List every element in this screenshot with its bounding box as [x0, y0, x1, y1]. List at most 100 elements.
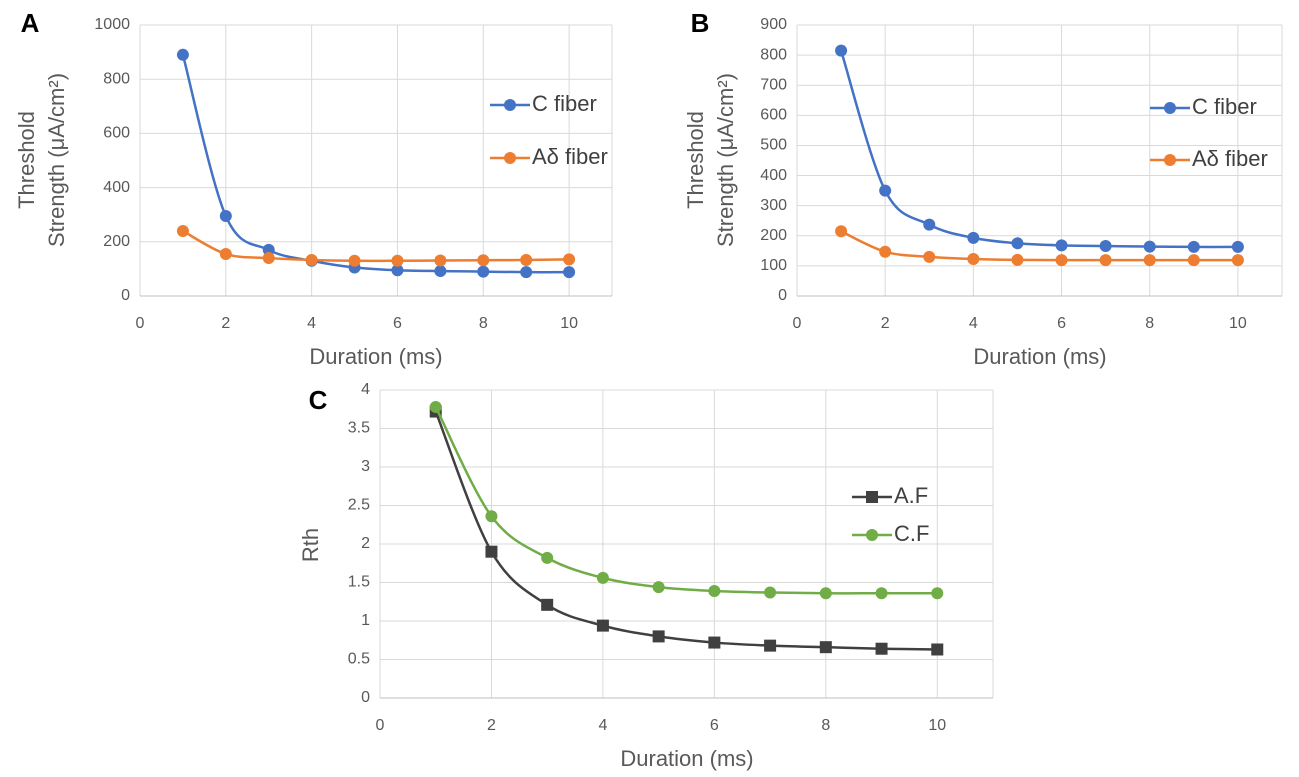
y-axis-title: Strength (μA/cm²)	[713, 73, 738, 247]
y-axis-title: Threshold	[14, 111, 39, 209]
panel-label: B	[691, 8, 710, 38]
y-tick-label: 2.5	[348, 497, 370, 514]
marker	[219, 247, 232, 260]
marker	[875, 642, 888, 655]
legend-label: Aδ fiber	[1192, 146, 1268, 171]
marker	[1055, 254, 1068, 267]
marker	[305, 253, 318, 266]
y-tick-label: 2	[361, 535, 370, 552]
y-tick-label: 3	[361, 458, 370, 475]
x-tick-label: 2	[487, 717, 496, 734]
marker	[429, 400, 442, 413]
y-tick-label: 800	[103, 70, 130, 87]
y-tick-label: 1.5	[348, 574, 370, 591]
panel-label: A	[21, 8, 40, 38]
series-line	[182, 229, 570, 263]
marker	[485, 545, 498, 558]
marker	[1011, 237, 1024, 250]
marker	[176, 48, 189, 61]
marker	[819, 641, 832, 654]
series-line	[839, 50, 1238, 249]
y-tick-label: 400	[103, 179, 130, 196]
marker	[931, 643, 944, 656]
marker	[520, 266, 533, 279]
marker	[477, 265, 490, 278]
legend-label: Aδ fiber	[532, 144, 608, 169]
panel: 0 200 400 600 800 1000 0 2 4 6 8 10 Duration (ms) Thr…	[14, 8, 613, 369]
x-tick-label: 10	[560, 315, 578, 332]
x-tick-label: 4	[307, 315, 316, 332]
x-tick-label: 2	[881, 315, 890, 332]
y-tick-label: 1	[361, 612, 370, 629]
y-tick-label: 200	[760, 227, 787, 244]
marker	[652, 581, 665, 594]
marker	[391, 254, 404, 267]
x-tick-label: 0	[136, 315, 145, 332]
marker	[1164, 102, 1176, 114]
marker	[1099, 240, 1112, 253]
marker	[931, 587, 944, 600]
marker	[923, 218, 936, 231]
legend-label: A.F	[894, 483, 928, 508]
y-axis-title: Rth	[298, 528, 323, 562]
y-tick-label: 1000	[94, 16, 130, 33]
marker	[875, 587, 888, 600]
legend-label: C fiber	[532, 91, 597, 116]
y-axis-title: Strength (μA/cm²)	[44, 73, 69, 247]
x-axis-title: Duration (ms)	[309, 344, 442, 369]
x-tick-label: 0	[793, 315, 802, 332]
legend-label: C fiber	[1192, 94, 1257, 119]
marker	[1011, 253, 1024, 266]
marker	[348, 254, 361, 267]
x-tick-label: 6	[1057, 315, 1066, 332]
y-tick-label: 0	[361, 689, 370, 706]
marker	[1187, 240, 1200, 253]
marker	[1231, 240, 1244, 253]
marker	[967, 252, 980, 265]
marker	[541, 598, 554, 611]
y-axis-title: Threshold	[683, 111, 708, 209]
series-line	[840, 230, 1238, 262]
marker	[819, 587, 832, 600]
marker	[967, 231, 980, 244]
marker	[1143, 240, 1156, 253]
panel-label: C	[309, 385, 328, 415]
y-tick-label: 0.5	[348, 651, 370, 668]
marker	[764, 586, 777, 599]
panel: 0 100 200 300 400 500 600 700 800 900 0 2 4 6 8 10 Durat…	[683, 8, 1283, 369]
x-tick-label: 8	[1145, 315, 1154, 332]
x-tick-label: 6	[393, 315, 402, 332]
marker	[835, 44, 848, 57]
y-tick-label: 600	[760, 107, 787, 124]
x-tick-label: 2	[221, 315, 230, 332]
y-tick-label: 200	[103, 233, 130, 250]
marker	[477, 254, 490, 267]
y-tick-label: 900	[760, 16, 787, 33]
marker	[835, 225, 848, 238]
marker	[434, 254, 447, 267]
y-tick-label: 500	[760, 137, 787, 154]
marker	[866, 529, 878, 541]
x-tick-label: 4	[969, 315, 978, 332]
y-tick-label: 0	[121, 287, 130, 304]
marker	[1164, 154, 1176, 166]
marker	[879, 245, 892, 258]
marker	[866, 491, 878, 503]
x-tick-label: 10	[928, 717, 946, 734]
marker	[1231, 254, 1244, 267]
x-axis-title: Duration (ms)	[620, 746, 753, 771]
marker	[879, 184, 892, 197]
marker	[596, 571, 609, 584]
marker	[176, 224, 189, 237]
marker	[1055, 239, 1068, 252]
panel: 0 0.5 1 1.5 2 2.5 3 3.5 4 0 2 4 6 8 10 Duration (ms) Rth…	[298, 381, 994, 771]
marker	[485, 510, 498, 523]
marker	[1187, 254, 1200, 267]
marker	[1099, 254, 1112, 267]
y-tick-label: 600	[103, 125, 130, 142]
y-tick-label: 700	[760, 76, 787, 93]
marker	[504, 152, 516, 164]
marker	[434, 265, 447, 278]
marker	[219, 210, 232, 223]
